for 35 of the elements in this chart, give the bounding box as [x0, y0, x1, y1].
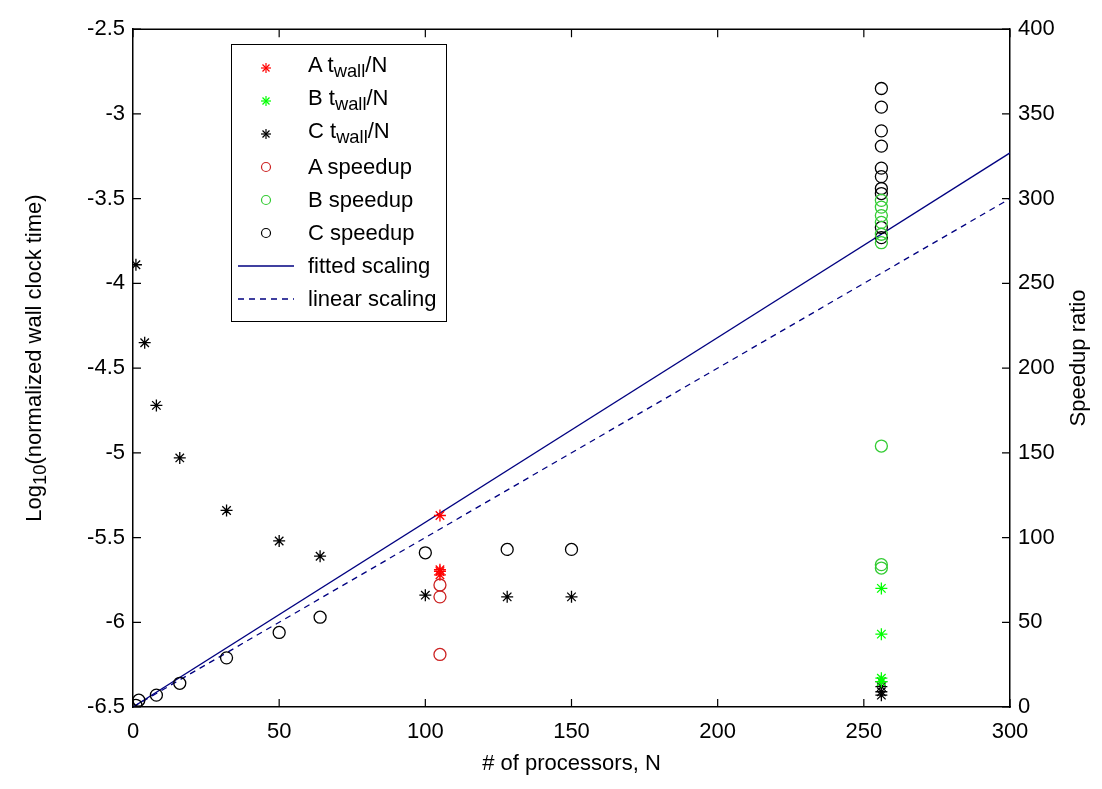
legend-label: B speedup	[308, 186, 414, 214]
x-tick-label: 300	[991, 718, 1029, 744]
y2-axis-title: Speedup ratio	[1065, 289, 1091, 427]
legend-label: B t$_{wall}$/N	[308, 84, 389, 115]
y2-tick-label: 50	[1018, 608, 1043, 634]
y-tick-label: -5	[105, 438, 125, 464]
y-tick-label: -6.5	[87, 693, 125, 719]
x-tick-label: 250	[845, 718, 883, 744]
x-tick-label: 0	[126, 718, 140, 744]
x-tick-label: 200	[699, 718, 737, 744]
y-tick-label: -4	[105, 269, 125, 295]
legend-label: C speedup	[308, 219, 415, 247]
y-tick-label: -3.5	[87, 184, 125, 210]
x-tick-label: 100	[406, 718, 444, 744]
x-tick-label: 150	[553, 718, 590, 744]
y2-tick-label: 400	[1018, 15, 1055, 41]
legend-label: A speedup	[308, 153, 412, 181]
x-axis-title: # of processors, N	[482, 749, 661, 775]
x-tick-label: 50	[266, 718, 292, 744]
y2-tick-label: 150	[1018, 438, 1055, 464]
y2-tick-label: 300	[1018, 184, 1055, 210]
y-tick-label: -2.5	[87, 15, 125, 41]
y2-tick-label: 350	[1018, 99, 1055, 125]
y-tick-label: -4.5	[87, 354, 125, 380]
legend-label: fitted scaling	[308, 252, 431, 280]
y2-tick-label: 100	[1018, 523, 1055, 549]
y-tick-label: -6	[105, 608, 125, 634]
y2-tick-label: 0	[1018, 693, 1031, 719]
legend-label: A t$_{wall}$/N	[308, 51, 388, 82]
y2-tick-label: 200	[1018, 354, 1055, 380]
y-tick-label: -3	[105, 99, 125, 125]
y2-tick-label: 250	[1018, 269, 1055, 295]
legend-label: C t$_{wall}$/N	[308, 116, 390, 150]
y-tick-label: -5.5	[87, 523, 125, 549]
legend-label: linear scaling	[308, 285, 437, 313]
